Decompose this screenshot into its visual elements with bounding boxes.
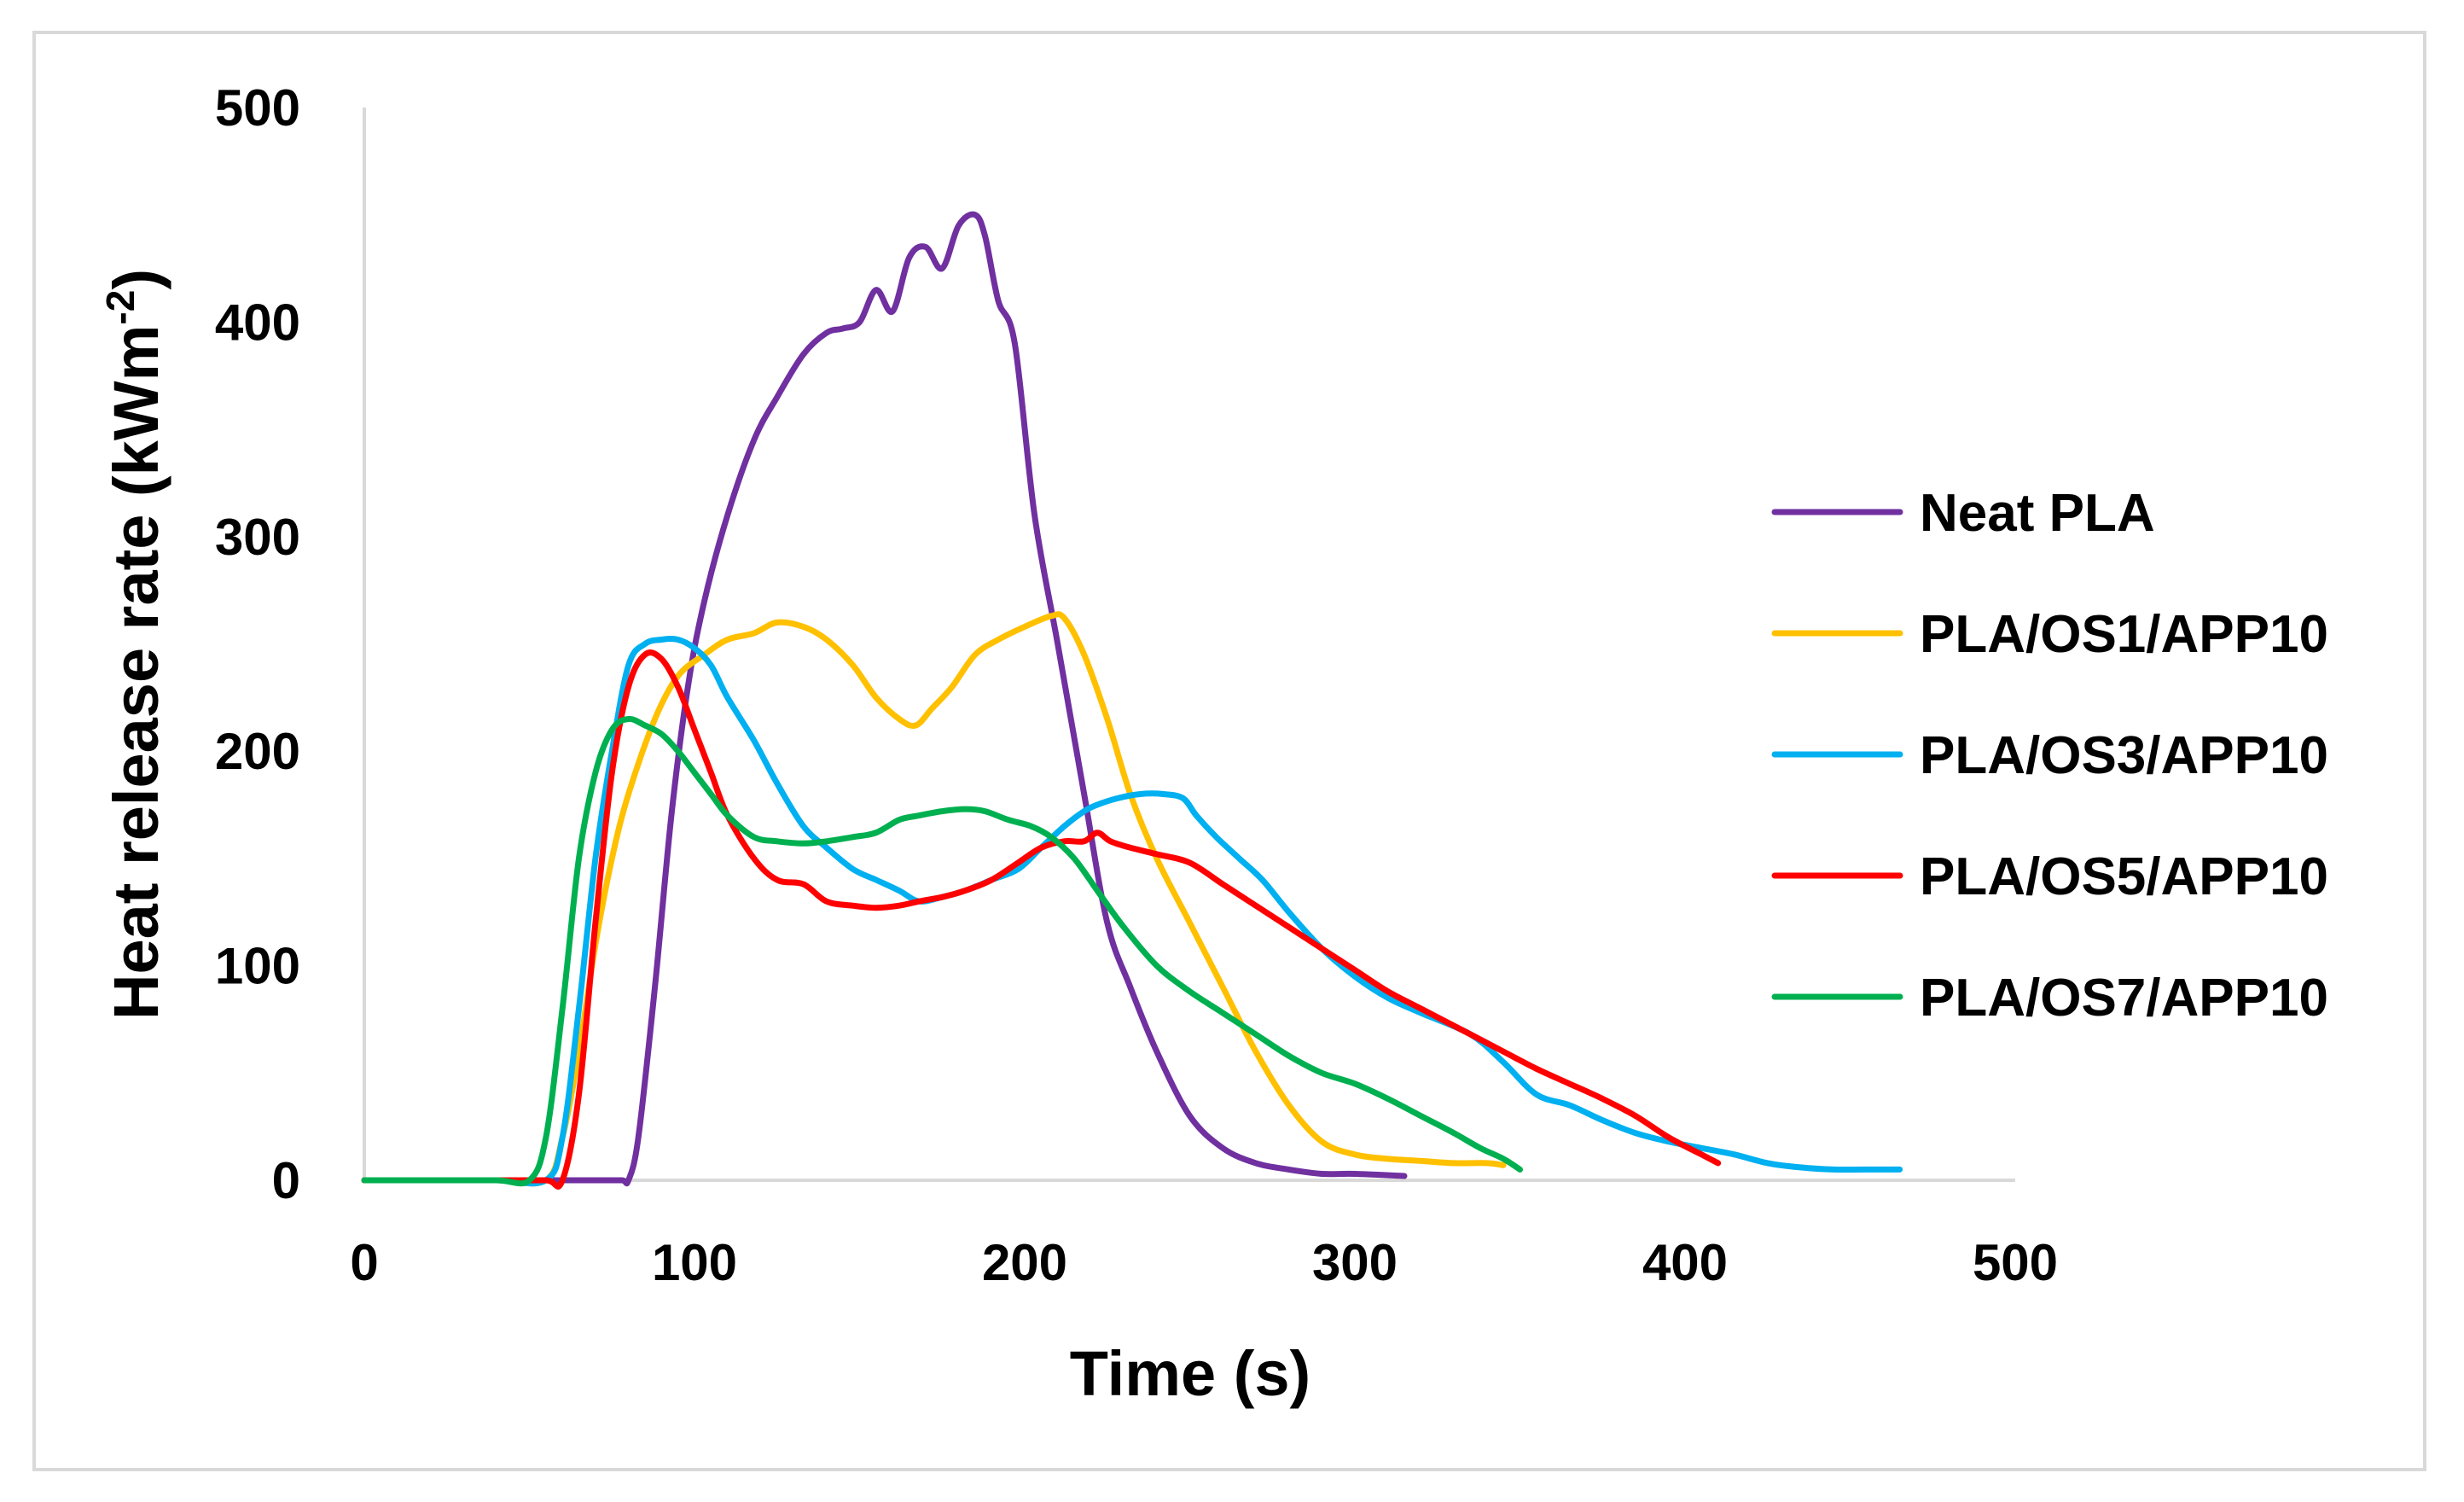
chart-frame <box>32 31 2426 1471</box>
y-axis-title-superscript: -2 <box>98 290 142 325</box>
legend-label: Neat PLA <box>1920 484 2155 543</box>
y-axis-title-suffix: ) <box>101 269 171 290</box>
y-tick-label: 400 <box>215 294 300 351</box>
y-axis-title: Heat release rate (kWm-2) <box>98 269 171 1020</box>
x-tick-label: 100 <box>652 1234 737 1291</box>
legend-label: PLA/OS3/APP10 <box>1920 726 2328 785</box>
x-tick-labels: 0 100 200 300 400 500 <box>350 1234 2058 1291</box>
series-line-neat-pla <box>361 211 1408 1187</box>
x-tick-label: 300 <box>1312 1234 1398 1291</box>
y-tick-label: 300 <box>215 509 300 566</box>
axes <box>363 108 2015 1182</box>
x-tick-label: 500 <box>1973 1234 2058 1291</box>
y-tick-label: 100 <box>215 938 300 995</box>
y-tick-label: 0 <box>272 1152 300 1209</box>
legend-label: PLA/OS7/APP10 <box>1920 969 2328 1028</box>
x-tick-label: 0 <box>350 1234 378 1291</box>
legend: Neat PLA PLA/OS1/APP10 PLA/OS3/APP10 PLA/OS… <box>1771 484 2328 1028</box>
legend-label: PLA/OS5/APP10 <box>1920 847 2328 906</box>
legend-label: PLA/OS1/APP10 <box>1920 605 2328 664</box>
x-axis-title: Time (s) <box>1070 1338 1310 1409</box>
series-line-pla-os7-app10 <box>361 715 1523 1187</box>
series-line-pla-os1-app10 <box>361 611 1507 1187</box>
x-tick-label: 400 <box>1642 1234 1728 1291</box>
y-tick-label: 200 <box>215 723 300 780</box>
y-tick-labels: 0 100 200 300 400 500 <box>215 79 300 1209</box>
y-tick-label: 500 <box>215 79 300 137</box>
y-axis-title-main: Heat release rate (kWm <box>101 325 171 1020</box>
series-lines <box>361 211 1903 1190</box>
series-line-pla-os5-app10 <box>361 649 1722 1190</box>
x-tick-label: 200 <box>982 1234 1067 1291</box>
